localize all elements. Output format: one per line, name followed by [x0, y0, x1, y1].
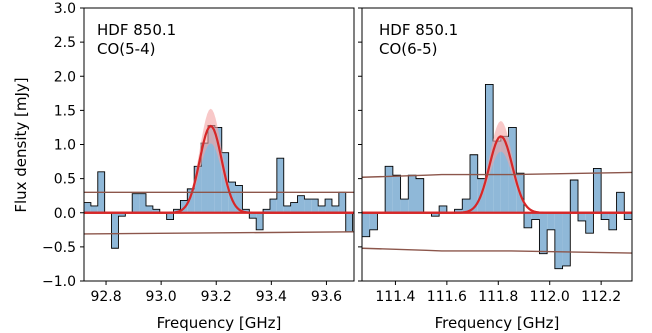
spectrum-bin-co65: [593, 168, 602, 213]
spectrum-bin-co65: [408, 175, 416, 213]
spectrum-bin-co65: [416, 178, 424, 213]
spectrum-bin-co54: [283, 205, 291, 213]
spectrum-bin-co54: [249, 212, 257, 219]
spectrum-bin-co65: [531, 212, 540, 220]
spectrum-bin-co65: [493, 141, 501, 213]
spectrum-bin-co54: [132, 193, 140, 213]
spectrum-bin-co65: [462, 199, 470, 213]
spectrum-bin-co65: [585, 212, 594, 234]
x-tick-label-co54: 93.0: [146, 289, 177, 305]
spectrum-bin-co65: [554, 212, 563, 269]
spectrum-bin-co54: [242, 209, 250, 213]
spectrum-bin-co65: [601, 212, 609, 220]
spectrum-bin-co65: [385, 166, 393, 213]
spectrum-bin-co54: [166, 212, 174, 220]
x-tick-label-co65: 111.4: [375, 289, 415, 305]
spectrum-bin-co65: [454, 209, 463, 213]
spectrum-bin-co65: [400, 199, 409, 213]
spectrum-bin-co65: [616, 192, 625, 213]
x-tick-label-co54: 93.2: [201, 289, 232, 305]
x-tick-label-co65: 111.6: [427, 289, 467, 305]
spectrum-bin-co65: [369, 212, 378, 230]
spectrum-bin-co54: [90, 205, 98, 213]
y-tick-label-co54: −0.5: [42, 240, 76, 256]
spectrum-bin-co54: [304, 199, 312, 213]
y-tick-label-co54: −1.0: [42, 274, 76, 290]
x-tick-label-co54: 93.6: [311, 289, 342, 305]
y-axis-label: Flux density [mJy]: [12, 77, 30, 212]
spectrum-bin-co65: [539, 212, 548, 254]
panel-co54: −1.0 −0.5 0.0 0.5 1.0 1.5 2.0 2.5 3.0 92.8 93.0 93…: [42, 1, 355, 332]
y-tick-label-co54: 2.0: [54, 69, 76, 85]
spectrum-bin-co54: [207, 125, 215, 213]
spectrum-bin-co65: [524, 212, 532, 228]
spectrum-bin-co65: [392, 175, 401, 213]
spectrum-bin-co54: [152, 209, 160, 213]
spectrum-bin-co65: [608, 212, 617, 230]
spectrum-bin-co54: [235, 185, 243, 213]
plot-area-co54: [84, 108, 354, 249]
spectrum-bin-co54: [290, 202, 298, 213]
y-tick-label-co54: 3.0: [54, 1, 76, 17]
spectrum-bin-co54: [111, 212, 119, 249]
spectrum-bin-co54: [145, 205, 153, 213]
spectrum-bin-co54: [331, 205, 339, 213]
spectrum-bin-co54: [338, 192, 346, 213]
spectrum-bin-co65: [362, 212, 370, 237]
y-axis-ticks-co54: −1.0 −0.5 0.0 0.5 1.0 1.5 2.0 2.5 3.0: [42, 1, 84, 290]
spectrum-bin-co54: [325, 199, 332, 213]
panel-label-line-co54: CO(5-4): [97, 40, 155, 58]
spectrum-bin-co65: [470, 154, 478, 213]
x-tick-label-co65: 112.0: [530, 289, 570, 305]
spectrum-bin-co65: [439, 205, 447, 213]
spectrum-bin-co65: [578, 212, 586, 221]
x-axis-label-co65: Frequency [GHz]: [435, 314, 560, 332]
noise-lower-line-co54: [84, 231, 354, 235]
y-tick-label-co54: 0.5: [54, 172, 76, 188]
x-tick-label-co65: 111.8: [478, 289, 518, 305]
x-axis-ticks-co54: 92.8 93.0 93.2 93.4 93.6: [90, 281, 342, 305]
y-tick-label-co54: 1.0: [54, 138, 76, 154]
spectrum-bin-co54: [311, 199, 319, 213]
spectrum-bin-co54: [139, 193, 146, 213]
y-tick-label-co54: 1.5: [54, 103, 76, 119]
noise-upper-line-co65: [362, 171, 632, 178]
panel-label-source-co65: HDF 850.1: [379, 21, 458, 39]
spectrum-bin-co54: [118, 212, 126, 217]
spectrum-bin-co54: [345, 212, 353, 232]
spectrum-bin-co54: [214, 127, 222, 213]
spectrum-bin-co54: [201, 143, 208, 213]
x-tick-label-co54: 92.8: [90, 289, 121, 305]
spectrum-bin-co54: [269, 199, 277, 213]
spectrum-bin-co54: [318, 205, 326, 213]
x-axis-ticks-co65: 111.4 111.6 111.8 112.0 112.2: [375, 281, 621, 305]
spectrum-bin-co65: [570, 179, 578, 213]
y-axis-ticks-co65: [358, 7, 362, 282]
plot-area-co65: [362, 83, 632, 270]
spectrum-bin-co65: [485, 84, 494, 213]
panel-label-line-co65: CO(6-5): [379, 40, 437, 58]
spectrum-bin-co54: [263, 209, 270, 213]
spectrum-bin-co65: [624, 212, 632, 220]
spectrum-bin-co65: [547, 212, 555, 230]
spectrum-bin-co54: [256, 212, 264, 230]
spectrum-bin-co65: [431, 212, 440, 217]
y-tick-label-co54: 0.0: [54, 206, 76, 222]
x-tick-label-co65: 112.2: [581, 289, 621, 305]
spectrum-bin-co65: [562, 212, 571, 266]
x-axis-label-co54: Frequency [GHz]: [157, 314, 282, 332]
spectrum-bin-co54: [187, 188, 195, 213]
x-tick-label-co54: 93.4: [256, 289, 287, 305]
y-tick-label-co54: 2.5: [54, 35, 76, 51]
spectrum-bin-co54: [297, 195, 305, 213]
spectrum-bin-co54: [84, 202, 91, 213]
spectrum-bin-co54: [180, 200, 188, 213]
panel-label-source-co54: HDF 850.1: [97, 21, 176, 39]
spectrum-bin-co54: [276, 158, 284, 213]
panel-co65: 111.4 111.6 111.8 112.0 112.2 HDF 850.1 CO(6…: [358, 7, 633, 332]
noise-lower-line-co65: [362, 247, 632, 254]
spectrum-bin-co54: [194, 166, 202, 213]
